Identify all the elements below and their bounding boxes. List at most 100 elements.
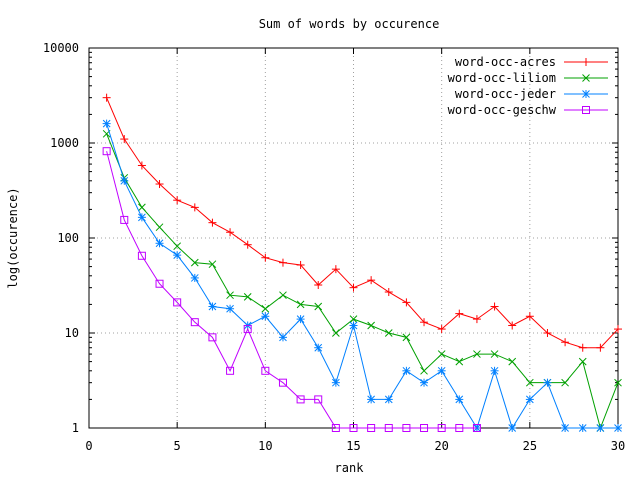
series-group (102, 93, 622, 432)
data-point (543, 329, 552, 337)
data-point (261, 253, 270, 262)
legend: word-occ-acres word-occ-liliom word-occ-je… (448, 55, 608, 117)
data-point (490, 350, 499, 358)
series-word-occ-geschw (102, 147, 481, 432)
legend-label: word-occ-geschw (448, 103, 557, 117)
data-point (155, 223, 164, 232)
x-tick-label: 10 (258, 439, 272, 453)
data-point (614, 325, 622, 334)
data-point (208, 333, 217, 342)
data-point (578, 357, 587, 366)
series-word-occ-liliom (102, 129, 622, 432)
data-point (402, 366, 411, 375)
data-point (420, 366, 428, 375)
data-point (455, 424, 464, 432)
data-point (314, 343, 323, 352)
data-point (437, 366, 446, 375)
data-point (120, 135, 129, 144)
y-axis-label: log(occurence) (6, 187, 20, 288)
data-point (490, 366, 499, 375)
data-point (226, 366, 235, 375)
data-point (137, 213, 146, 222)
data-point (596, 424, 605, 432)
legend-label: word-occ-acres (455, 55, 556, 69)
data-point (420, 318, 429, 327)
series-word-occ-jeder (102, 119, 622, 432)
y-tick-label: 100 (57, 231, 79, 245)
data-point (190, 203, 199, 212)
data-point (243, 293, 252, 301)
data-point (508, 424, 517, 432)
data-point (349, 283, 358, 292)
data-point (420, 424, 429, 432)
data-point (332, 329, 340, 337)
data-point (561, 424, 570, 432)
data-point (278, 258, 287, 267)
data-point (402, 298, 411, 307)
data-point (278, 378, 287, 387)
data-point (508, 321, 517, 330)
data-point (120, 215, 129, 224)
data-point (490, 302, 499, 311)
data-point (190, 258, 199, 267)
data-point (261, 312, 270, 321)
data-point (561, 338, 570, 347)
data-point (455, 309, 464, 318)
data-point (102, 93, 111, 102)
x-tick-label: 5 (174, 439, 181, 453)
data-point (367, 424, 376, 432)
data-point (331, 265, 340, 274)
data-point (367, 321, 375, 330)
data-point (472, 424, 481, 432)
data-point (578, 343, 587, 352)
data-point (472, 315, 481, 324)
y-tick-label: 10 (65, 326, 79, 340)
legend-label: word-occ-jeder (455, 87, 556, 101)
data-point (173, 298, 182, 307)
data-point (437, 325, 446, 334)
data-point (508, 357, 517, 366)
data-point (402, 333, 411, 342)
data-point (155, 239, 164, 248)
data-point (614, 378, 622, 387)
x-tick-label: 25 (523, 439, 537, 453)
data-point (190, 273, 199, 282)
data-point (120, 176, 129, 185)
data-point (331, 424, 340, 432)
data-point (473, 350, 481, 358)
data-point (349, 315, 358, 323)
data-point (208, 218, 217, 227)
data-point (296, 300, 305, 309)
data-point (402, 424, 411, 432)
series-line (106, 97, 619, 349)
data-point (437, 350, 446, 358)
y-tick-label: 10000 (43, 41, 79, 55)
legend-label: word-occ-liliom (448, 71, 556, 85)
data-point (314, 281, 323, 290)
data-point (243, 325, 252, 334)
data-point (243, 240, 252, 249)
data-point (455, 357, 464, 366)
data-point (314, 395, 323, 404)
data-point (173, 196, 182, 205)
data-point (384, 288, 393, 297)
data-point (208, 260, 217, 269)
data-point (226, 291, 234, 300)
data-point (614, 424, 622, 432)
x-tick-label: 20 (434, 439, 448, 453)
data-point (384, 395, 393, 404)
data-point (525, 395, 534, 404)
data-point (578, 424, 587, 432)
data-point (226, 304, 235, 313)
data-point (561, 378, 569, 387)
x-axis-label: rank (335, 461, 365, 475)
series-word-occ-acres (102, 93, 622, 352)
data-point (261, 304, 270, 313)
data-point (437, 424, 446, 432)
data-point (102, 119, 111, 128)
data-point (525, 312, 534, 321)
data-point (137, 161, 146, 170)
x-tick-label: 30 (611, 439, 625, 453)
data-point (582, 90, 590, 98)
data-point (155, 279, 164, 288)
